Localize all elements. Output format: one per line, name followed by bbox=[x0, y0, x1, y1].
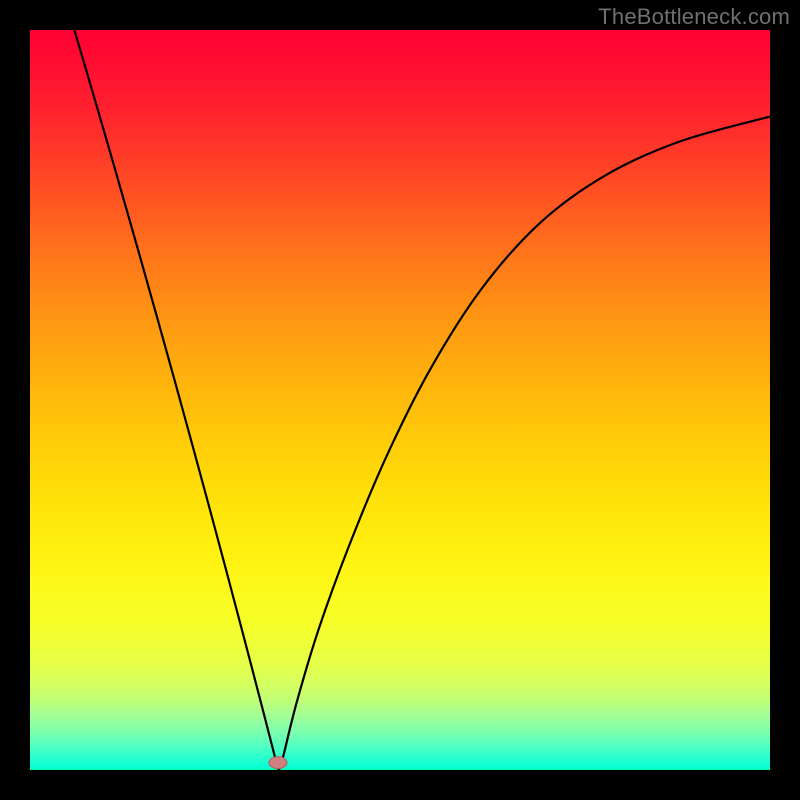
bottom-stripe bbox=[30, 769, 770, 770]
plot-area bbox=[30, 30, 770, 770]
plot-svg bbox=[30, 30, 770, 770]
gradient-background bbox=[30, 30, 770, 770]
optimum-marker bbox=[269, 757, 287, 769]
watermark-text: TheBottleneck.com bbox=[598, 4, 790, 30]
chart-container: TheBottleneck.com bbox=[0, 0, 800, 800]
